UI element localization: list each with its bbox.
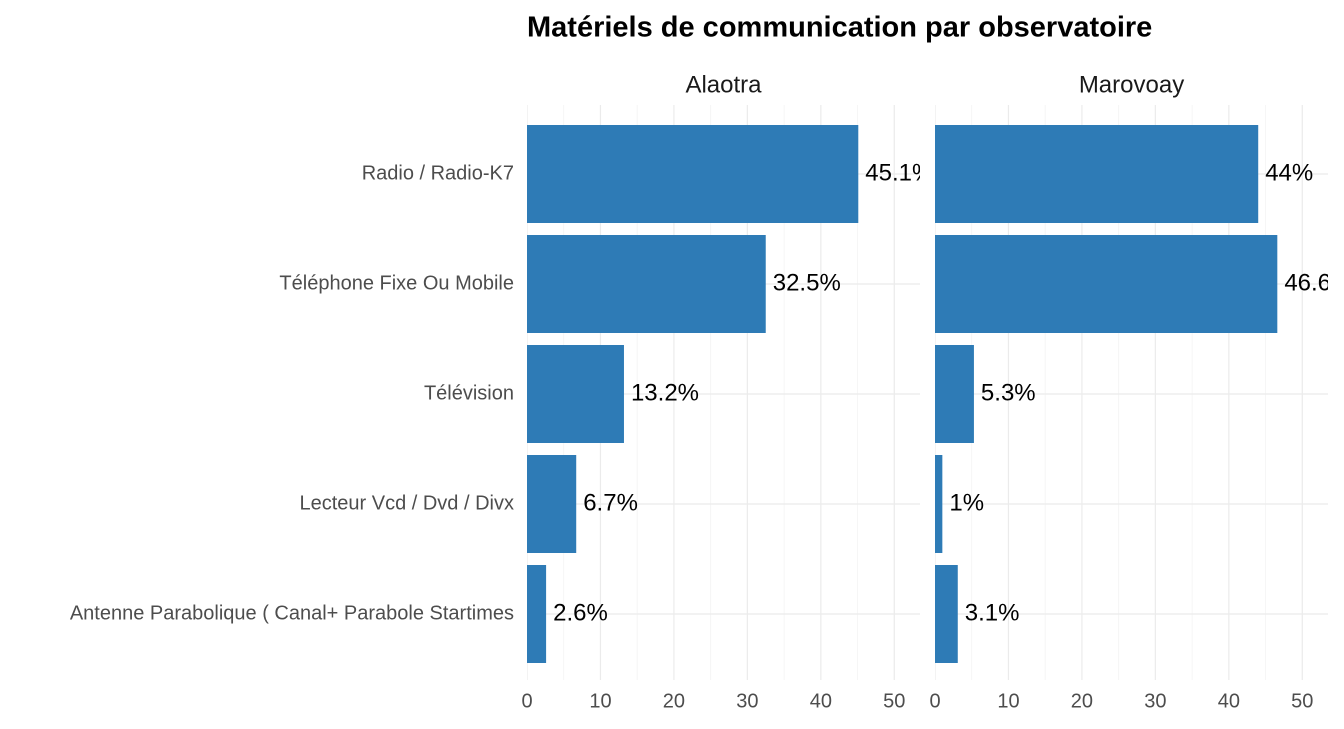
value-label: 6.7% [583, 489, 638, 516]
x-tick-label: 10 [997, 690, 1019, 712]
bar [527, 455, 577, 553]
panel: 44% 46.6% 5.3% 1% 3.1% [935, 105, 1344, 680]
y-tick-label: Radio / Radio-K7 [362, 162, 514, 184]
chart-title: Matériels de communication par observato… [527, 12, 1152, 44]
bar [527, 345, 624, 443]
bar [527, 125, 859, 223]
y-tick-label: Téléphone Fixe Ou Mobile [279, 272, 514, 294]
y-tick-label: Lecteur Vcd / Dvd / Divx [299, 492, 514, 514]
value-label: 1% [949, 489, 984, 516]
bar [935, 125, 1259, 223]
x-tick-label: 30 [1144, 690, 1166, 712]
x-tick-label: 40 [810, 690, 832, 712]
x-tick-label: 50 [1291, 690, 1313, 712]
x-tick-label: 0 [929, 690, 940, 712]
panel-label: Marovoay [1079, 71, 1184, 98]
panel: 45.1% 32.5% 13.2% 6.7% 2.6% [527, 105, 933, 680]
bar [935, 235, 1278, 333]
value-label: 13.2% [631, 379, 699, 406]
value-label: 45.1% [865, 159, 933, 186]
y-tick-label: Télévision [424, 382, 514, 404]
x-tick-label: 30 [736, 690, 758, 712]
bar [935, 345, 974, 443]
x-tick-label: 10 [589, 690, 611, 712]
x-tick-label: 50 [883, 690, 905, 712]
bar [935, 565, 958, 663]
x-tick-label: 0 [521, 690, 532, 712]
value-label: 5.3% [981, 379, 1036, 406]
value-label: 3.1% [965, 599, 1020, 626]
bar [935, 455, 943, 553]
x-tick-label: 40 [1218, 690, 1240, 712]
x-tick-label: 20 [663, 690, 685, 712]
y-tick-label: Antenne Parabolique ( Canal+ Parabole St… [70, 602, 514, 624]
bar [527, 235, 766, 333]
bar [527, 565, 547, 663]
value-label: 2.6% [553, 599, 608, 626]
panel-label: Alaotra [685, 71, 762, 98]
value-label: 44% [1265, 159, 1313, 186]
x-tick-label: 20 [1071, 690, 1093, 712]
value-label: 32.5% [773, 269, 841, 296]
value-label: 46.6% [1284, 269, 1344, 296]
